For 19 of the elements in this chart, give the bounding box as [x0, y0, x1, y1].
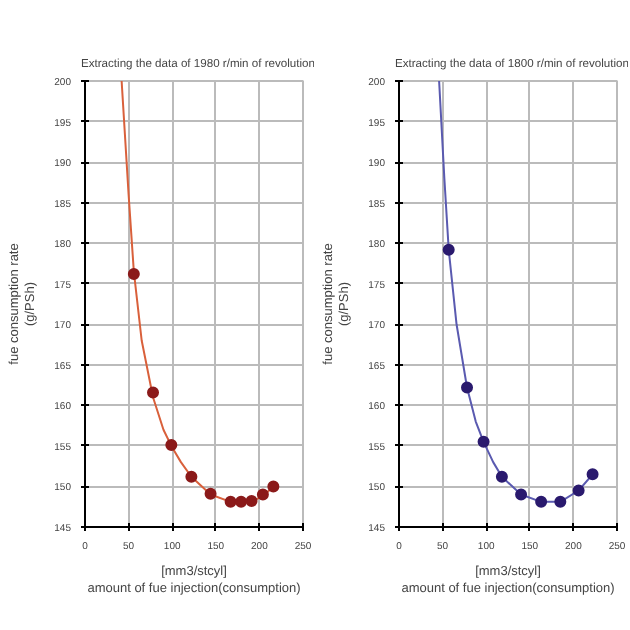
point — [224, 495, 237, 508]
point — [245, 495, 258, 508]
point — [586, 468, 599, 481]
point — [572, 484, 585, 497]
point — [204, 487, 217, 500]
point — [127, 268, 140, 280]
point — [442, 243, 455, 256]
point — [535, 495, 548, 508]
point — [495, 470, 508, 483]
point — [477, 435, 490, 448]
point — [256, 488, 269, 501]
point — [185, 470, 198, 483]
point — [165, 439, 178, 452]
point — [235, 495, 248, 508]
point — [554, 495, 567, 508]
point — [461, 381, 474, 394]
point — [515, 488, 528, 501]
point — [267, 480, 280, 493]
point — [147, 386, 160, 399]
